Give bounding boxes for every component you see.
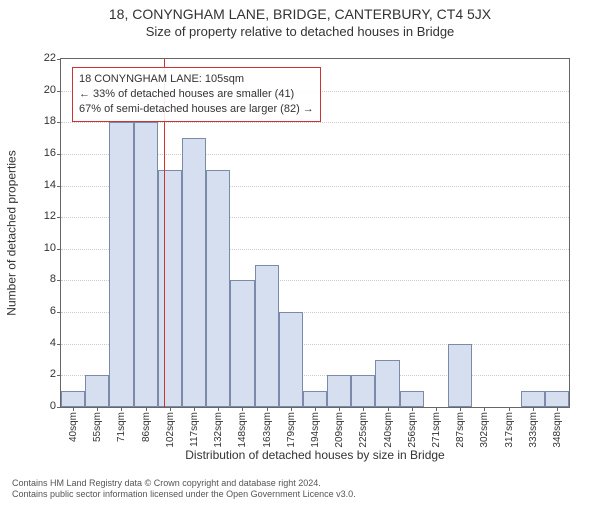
histogram-bar — [351, 375, 375, 407]
y-tick-mark — [57, 280, 61, 281]
footer-line: Contains HM Land Registry data © Crown c… — [12, 478, 356, 489]
x-tick-mark — [388, 407, 389, 411]
x-tick-mark — [291, 407, 292, 411]
x-tick-label: 302sqm — [479, 412, 490, 448]
annotation-line: ← 33% of detached houses are smaller (41… — [79, 87, 314, 102]
y-tick-mark — [57, 154, 61, 155]
page-subtitle: Size of property relative to detached ho… — [0, 24, 600, 39]
footer-line: Contains public sector information licen… — [12, 489, 356, 500]
y-tick-mark — [57, 186, 61, 187]
x-tick-label: 194sqm — [310, 412, 321, 448]
x-tick-mark — [509, 407, 510, 411]
x-tick-mark — [436, 407, 437, 411]
histogram-bar — [158, 170, 182, 407]
y-tick-label: 10 — [26, 242, 56, 254]
x-tick-label: 333sqm — [528, 412, 539, 448]
y-tick-mark — [57, 249, 61, 250]
x-tick-label: 240sqm — [383, 412, 394, 448]
histogram-bar — [230, 280, 254, 407]
y-tick-label: 0 — [26, 400, 56, 412]
x-tick-mark — [97, 407, 98, 411]
y-tick-mark — [57, 91, 61, 92]
x-tick-label: 148sqm — [237, 412, 248, 448]
histogram-bar — [327, 375, 351, 407]
y-tick-mark — [57, 407, 61, 408]
x-tick-label: 179sqm — [286, 412, 297, 448]
x-tick-label: 225sqm — [358, 412, 369, 448]
y-tick-mark — [57, 312, 61, 313]
x-tick-label: 40sqm — [68, 412, 79, 442]
x-tick-label: 117sqm — [189, 412, 200, 447]
footer-attribution: Contains HM Land Registry data © Crown c… — [12, 478, 356, 500]
histogram-bar — [545, 391, 569, 407]
y-tick-mark — [57, 375, 61, 376]
histogram-bar — [134, 122, 158, 407]
histogram-bar — [255, 265, 279, 407]
histogram-bar — [279, 312, 303, 407]
x-tick-mark — [315, 407, 316, 411]
y-tick-mark — [57, 344, 61, 345]
y-tick-label: 2 — [26, 368, 56, 380]
y-axis-label: Number of detached properties — [4, 58, 20, 408]
property-annotation-box: 18 CONYNGHAM LANE: 105sqm ← 33% of detac… — [72, 67, 321, 122]
x-tick-label: 55sqm — [92, 412, 103, 442]
x-tick-mark — [242, 407, 243, 411]
y-tick-label: 4 — [26, 337, 56, 349]
y-tick-mark — [57, 59, 61, 60]
histogram-bar — [85, 375, 109, 407]
y-tick-label: 16 — [26, 147, 56, 159]
x-tick-mark — [460, 407, 461, 411]
page-title: 18, CONYNGHAM LANE, BRIDGE, CANTERBURY, … — [0, 6, 600, 22]
histogram-bar — [182, 138, 206, 407]
x-tick-mark — [146, 407, 147, 411]
y-tick-label: 6 — [26, 305, 56, 317]
x-tick-mark — [339, 407, 340, 411]
x-tick-label: 86sqm — [141, 412, 152, 442]
y-tick-label: 14 — [26, 179, 56, 191]
x-tick-mark — [484, 407, 485, 411]
y-tick-label: 12 — [26, 210, 56, 222]
y-tick-label: 8 — [26, 273, 56, 285]
x-tick-label: 132sqm — [213, 412, 224, 448]
x-tick-label: 348sqm — [552, 412, 563, 448]
x-tick-mark — [363, 407, 364, 411]
x-tick-mark — [194, 407, 195, 411]
y-tick-label: 20 — [26, 84, 56, 96]
x-tick-mark — [412, 407, 413, 411]
histogram-plot: 18 CONYNGHAM LANE: 105sqm ← 33% of detac… — [60, 58, 570, 408]
y-tick-label: 22 — [26, 52, 56, 64]
y-tick-mark — [57, 122, 61, 123]
histogram-bar — [521, 391, 545, 407]
x-tick-mark — [121, 407, 122, 411]
histogram-bar — [61, 391, 85, 407]
annotation-line: 18 CONYNGHAM LANE: 105sqm — [79, 72, 314, 87]
x-tick-mark — [267, 407, 268, 411]
x-tick-mark — [170, 407, 171, 411]
histogram-bar — [400, 391, 424, 407]
histogram-bar — [109, 122, 133, 407]
histogram-bar — [303, 391, 327, 407]
y-tick-label: 18 — [26, 115, 56, 127]
x-tick-mark — [218, 407, 219, 411]
y-tick-mark — [57, 217, 61, 218]
x-tick-mark — [533, 407, 534, 411]
x-tick-label: 256sqm — [407, 412, 418, 448]
x-tick-label: 71sqm — [116, 412, 127, 442]
x-tick-label: 271sqm — [431, 412, 442, 448]
histogram-bar — [206, 170, 230, 407]
x-tick-label: 102sqm — [165, 412, 176, 448]
histogram-bar — [448, 344, 472, 407]
annotation-line: 67% of semi-detached houses are larger (… — [79, 102, 314, 117]
x-tick-mark — [557, 407, 558, 411]
x-tick-mark — [73, 407, 74, 411]
x-tick-label: 163sqm — [262, 412, 273, 448]
x-tick-label: 287sqm — [455, 412, 466, 448]
histogram-bar — [375, 360, 399, 407]
x-tick-label: 209sqm — [334, 412, 345, 448]
x-tick-label: 317sqm — [504, 412, 515, 448]
x-axis-label: Distribution of detached houses by size … — [60, 448, 570, 462]
